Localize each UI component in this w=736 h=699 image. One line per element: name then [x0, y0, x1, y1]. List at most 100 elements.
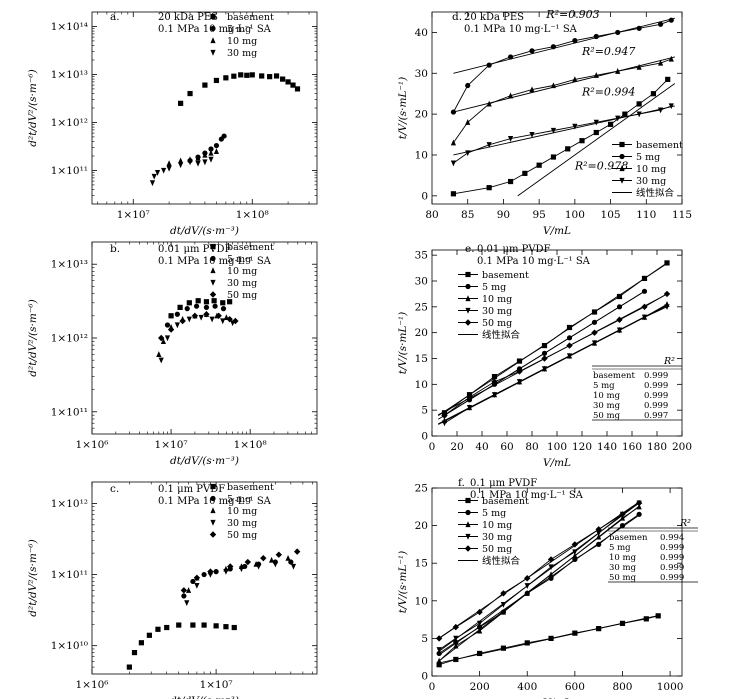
y-tick-label: 40: [415, 27, 428, 39]
data-point: [486, 185, 492, 191]
data-point: [491, 378, 498, 385]
y-tick-label: 20: [415, 327, 428, 339]
data-point: [149, 180, 156, 187]
data-point: [269, 556, 275, 563]
data-point: [500, 608, 507, 615]
data-point: [452, 623, 460, 631]
data-point: [178, 157, 184, 164]
data-point: [244, 558, 251, 566]
legend-label: 50 mg: [482, 544, 512, 555]
x-tick-label: 110: [636, 209, 656, 221]
data-point: [516, 379, 523, 385]
data-point: [195, 154, 201, 161]
y-tick-label: 5: [421, 633, 428, 645]
y-tick-label: 10: [415, 149, 428, 161]
data-point: [203, 304, 210, 310]
data-point: [516, 368, 523, 375]
data-point: [635, 499, 643, 507]
y-tick-label: 20: [415, 109, 428, 121]
data-point: [593, 119, 599, 126]
data-point: [155, 626, 161, 632]
title-line: 0.1 μm PVDF: [470, 478, 537, 489]
data-point: [522, 170, 528, 176]
data-point: [208, 149, 214, 156]
legend-label: basement: [227, 12, 274, 23]
data-point: [619, 620, 626, 626]
y-tick-label: 1×10¹¹: [51, 406, 88, 418]
data-point: [290, 82, 296, 88]
data-point: [524, 575, 531, 582]
fit-lines: [438, 263, 668, 425]
x-tick-label: 90: [497, 209, 510, 221]
y-axis-label: t/V/(s·mL⁻¹): [397, 77, 409, 139]
legend-marker: [210, 25, 216, 32]
legend-marker: [209, 291, 217, 298]
data-point: [641, 275, 648, 282]
legend-label: 30 mg: [636, 176, 666, 187]
data-point: [636, 101, 642, 107]
data-point: [211, 298, 217, 304]
legend-marker: [465, 521, 471, 528]
legend-marker: [465, 307, 471, 314]
data-point: [572, 630, 578, 636]
legend-marker: [210, 495, 216, 502]
data-point: [273, 73, 280, 79]
axis-ticks: 80 85 90 95 100 105 110 115 0 10 20 30 40: [415, 12, 692, 221]
x-axis-label: dt/dV/(s·m⁻³): [170, 695, 239, 699]
data-point: [507, 54, 514, 60]
legend-marker: [465, 283, 471, 290]
data-point: [223, 624, 229, 630]
y-axis-label: t/V/(s·mL⁻¹): [397, 312, 409, 374]
data-point: [466, 404, 473, 411]
data-point: [177, 304, 183, 310]
data-point: [294, 86, 301, 92]
y-axis-label: t/V/(s·mL⁻¹): [397, 551, 409, 613]
y-tick-label: 10: [415, 379, 428, 391]
r2-annotation: R²=0.947: [581, 45, 635, 58]
legend-label: 10 mg: [482, 294, 512, 305]
title-line: 0.1 MPa 10 mg·L⁻¹ SA: [158, 256, 272, 267]
data-point: [231, 624, 237, 631]
table-cell-sample: 10 mg: [609, 553, 637, 563]
legend-label: 5 mg: [482, 508, 506, 519]
x-tick-label: 1×10⁷: [117, 209, 150, 221]
data-point: [572, 76, 578, 83]
data-point: [202, 151, 208, 158]
series-line: [453, 19, 672, 113]
y-tick-label: 1×10¹³: [51, 259, 88, 271]
x-tick-label: 0: [429, 441, 436, 453]
x-tick-label: 100: [547, 441, 567, 453]
data-point: [208, 156, 214, 163]
data-point: [164, 335, 171, 342]
data-point: [571, 541, 579, 548]
data-point: [198, 314, 204, 321]
y-tick-label: 1×10¹²: [51, 333, 88, 345]
data-point: [244, 72, 250, 78]
axis-ticks: 0 200 400 600 800 1000 0 5 10 15 20 25: [415, 483, 684, 694]
series-30-mg: [184, 561, 297, 607]
data-point: [548, 635, 554, 641]
x-tick-label: 105: [601, 209, 621, 221]
legend-label: 30 mg: [227, 48, 257, 59]
panel-label: f.: [458, 477, 465, 489]
x-tick-label: 160: [622, 441, 642, 453]
data-point: [259, 73, 265, 79]
data-point: [616, 293, 623, 300]
data-point: [275, 551, 283, 558]
data-point: [293, 548, 301, 555]
data-point: [529, 86, 535, 93]
x-tick-label: 1×10⁸: [236, 209, 269, 221]
data-point: [223, 75, 229, 81]
data-point: [436, 662, 442, 668]
chart-e: 0 20 40 60 80 100 120 140 160 180 200 0 5 10 15 20 25 30 3…: [397, 243, 692, 469]
x-tick-label: 140: [597, 441, 617, 453]
data-point: [176, 622, 182, 628]
data-point: [180, 587, 188, 594]
data-point: [566, 342, 573, 349]
legend-marker: [619, 141, 625, 148]
legend-marker: [210, 255, 216, 262]
x-axis-label: V/mL: [543, 225, 571, 237]
data-point: [636, 503, 642, 510]
data-point: [193, 303, 200, 309]
data-point: [156, 351, 162, 357]
